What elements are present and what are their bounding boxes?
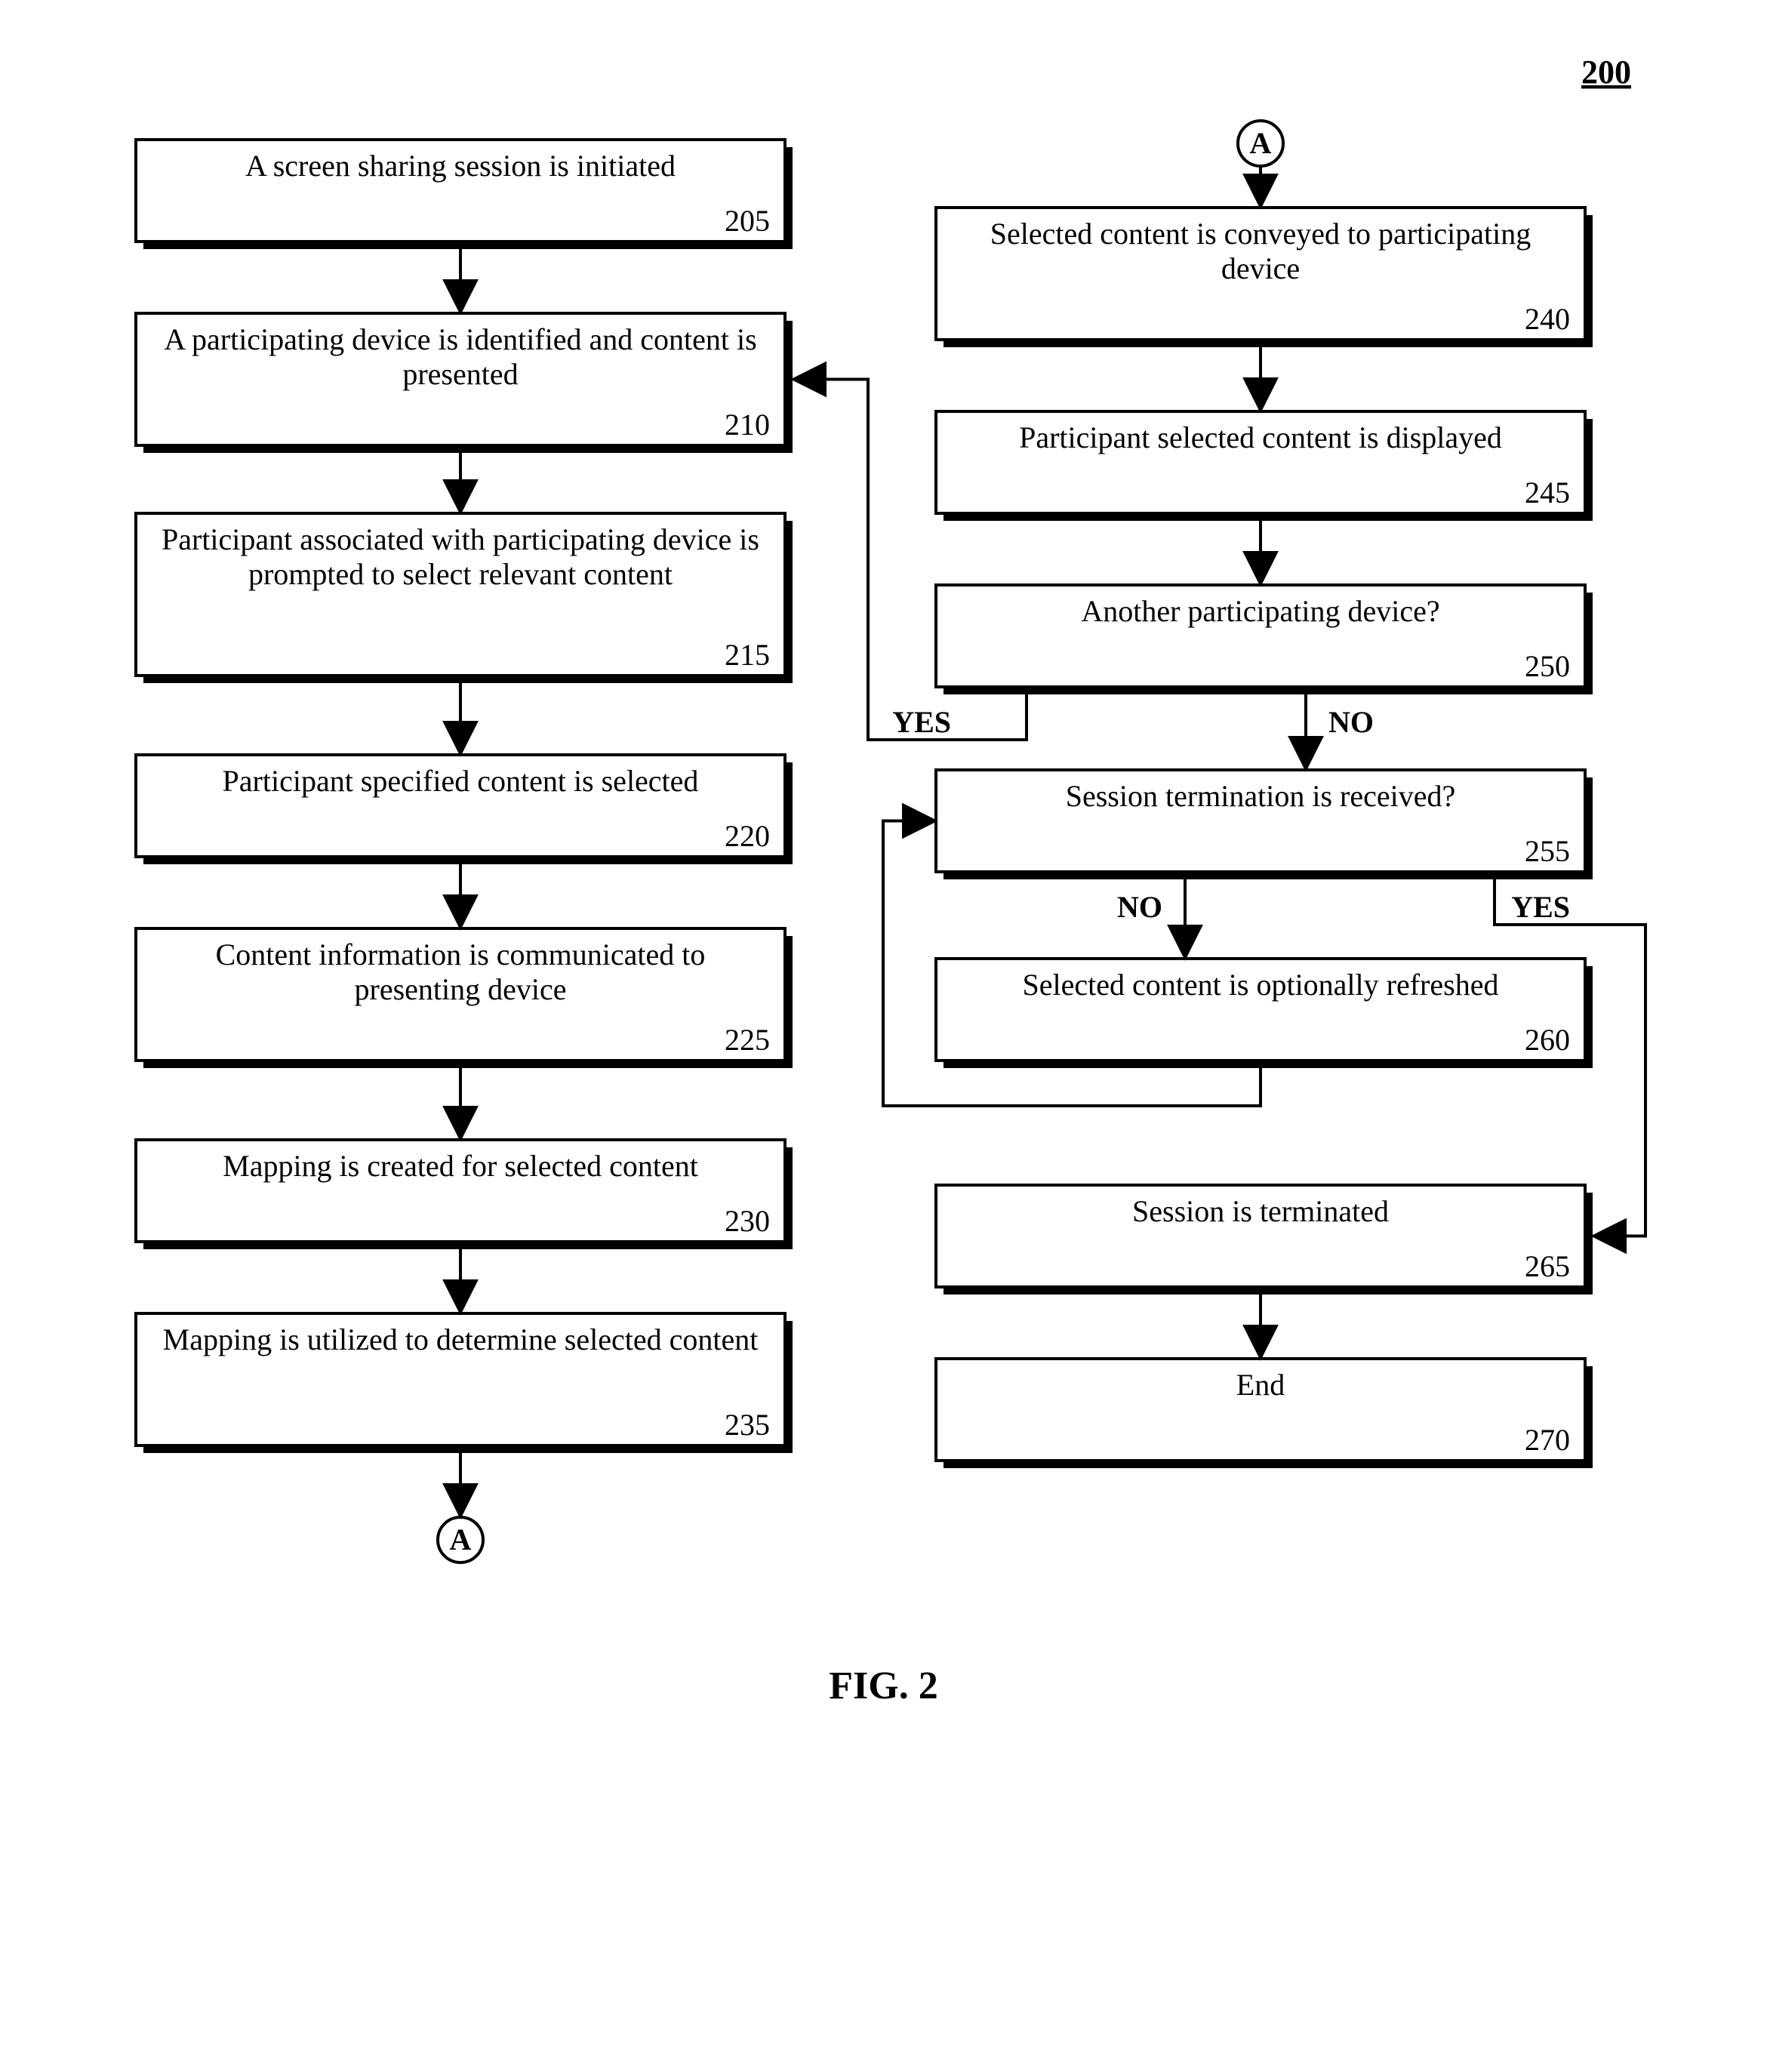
node-text-line: presenting device	[355, 972, 567, 1006]
node-number-235: 235	[725, 1408, 770, 1442]
node-text-line: A participating device is identified and…	[164, 322, 756, 356]
node-number-265: 265	[1525, 1249, 1570, 1283]
node-text-line: End	[1236, 1368, 1285, 1402]
label-yes-255: YES	[1511, 890, 1570, 924]
node-text-line: Content information is communicated to	[216, 937, 706, 971]
node-number-270: 270	[1525, 1423, 1570, 1457]
node-label-220: Participant specified content is selecte…	[223, 764, 699, 798]
node-label-215: Participant associated with participatin…	[162, 522, 759, 591]
node-number-230: 230	[725, 1204, 770, 1238]
node-text-line: Selected content is optionally refreshed	[1023, 968, 1499, 1002]
label-no-255: NO	[1117, 890, 1162, 924]
node-text-line: Another participating device?	[1081, 594, 1439, 628]
flowchart-figure: A screen sharing session is initiated 205…	[0, 0, 1767, 2072]
node-label-255: Session termination is received?	[1066, 779, 1456, 813]
connector-a-top-label: A	[1250, 126, 1272, 160]
node-number-245: 245	[1525, 476, 1570, 510]
node-text-line: device	[1221, 251, 1300, 285]
node-number-255: 255	[1525, 834, 1570, 868]
node-number-210: 210	[725, 408, 770, 442]
node-text-line: Participant selected content is displaye…	[1019, 420, 1502, 454]
node-number-240: 240	[1525, 302, 1570, 336]
node-label-270: End	[1236, 1368, 1285, 1402]
node-label-260: Selected content is optionally refreshed	[1023, 968, 1499, 1002]
figure-caption: FIG. 2	[829, 1664, 937, 1707]
node-number-205: 205	[725, 204, 770, 238]
node-text-line: Selected content is conveyed to particip…	[990, 217, 1531, 251]
node-text-line: presented	[402, 357, 518, 391]
node-number-220: 220	[725, 819, 770, 853]
connector-a-bottom-label: A	[450, 1522, 472, 1556]
label-yes-250: YES	[892, 705, 951, 739]
node-label-265: Session is terminated	[1132, 1194, 1389, 1228]
node-number-260: 260	[1525, 1023, 1570, 1057]
node-label-205: A screen sharing session is initiated	[245, 149, 676, 183]
node-label-235: Mapping is utilized to determine selecte…	[163, 1322, 759, 1356]
node-text-line: Participant associated with participatin…	[162, 522, 759, 556]
node-text-line: prompted to select relevant content	[248, 557, 673, 591]
page-number: 200	[1581, 54, 1631, 91]
node-label-230: Mapping is created for selected content	[223, 1149, 698, 1183]
node-number-215: 215	[725, 638, 770, 672]
node-number-250: 250	[1525, 649, 1570, 683]
node-label-250: Another participating device?	[1081, 594, 1439, 628]
node-text-line: Session is terminated	[1132, 1194, 1389, 1228]
node-text-line: A screen sharing session is initiated	[245, 149, 676, 183]
node-text-line: Session termination is received?	[1066, 779, 1456, 813]
label-no-250: NO	[1328, 705, 1374, 739]
node-text-line: Participant specified content is selecte…	[223, 764, 699, 798]
node-text-line: Mapping is created for selected content	[223, 1149, 698, 1183]
node-label-245: Participant selected content is displaye…	[1019, 420, 1502, 454]
node-number-225: 225	[725, 1023, 770, 1057]
node-text-line: Mapping is utilized to determine selecte…	[163, 1322, 759, 1356]
